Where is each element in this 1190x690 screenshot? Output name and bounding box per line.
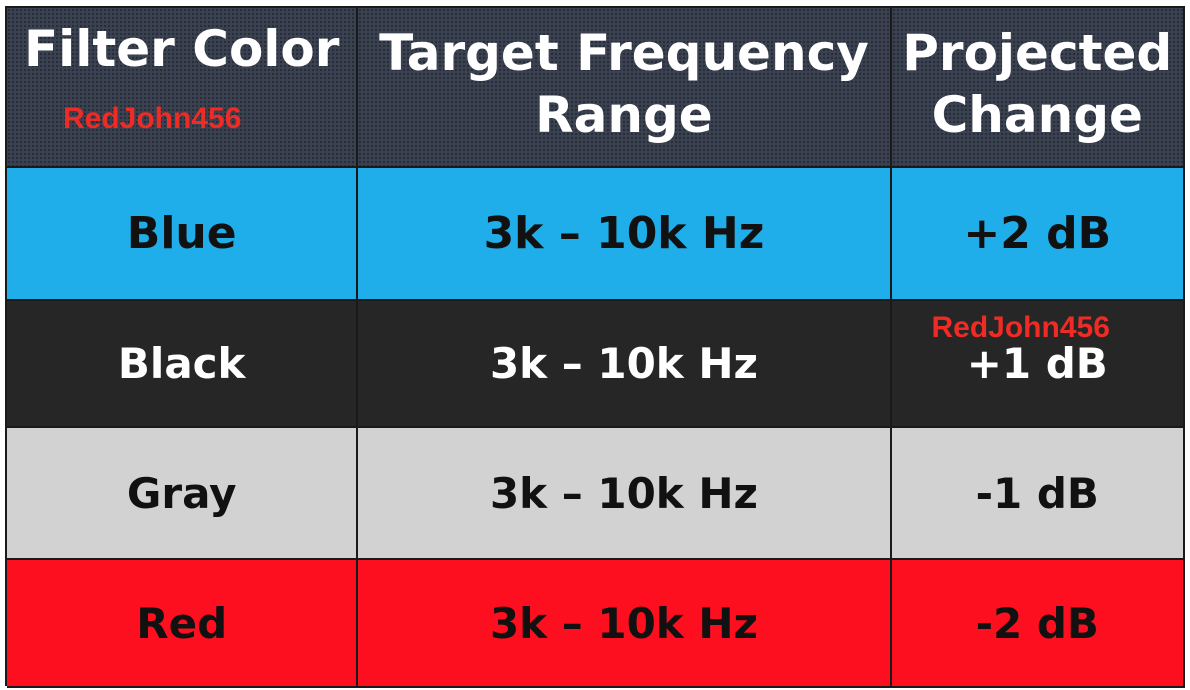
projected-change-cell: -1 dB bbox=[891, 428, 1185, 560]
header-projected-label: Projected bbox=[902, 23, 1173, 82]
table-row: Gray 3k – 10k Hz -1 dB bbox=[7, 428, 1185, 560]
watermark-text: RedJohn456 bbox=[63, 102, 242, 135]
header-range-label: Range bbox=[535, 86, 713, 144]
header-cell-filter-color: Filter Color RedJohn456 bbox=[7, 8, 359, 168]
projected-change-cell: +1 dB bbox=[966, 339, 1108, 388]
header-cell-target-frequency: Target Frequency Range bbox=[358, 8, 892, 168]
header-cell-projected-change: Projected Change bbox=[891, 8, 1185, 168]
frequency-range-cell: 3k – 10k Hz bbox=[358, 428, 892, 560]
frequency-range-cell: 3k – 10k Hz bbox=[358, 560, 892, 688]
watermark-text: RedJohn456 bbox=[931, 311, 1110, 344]
frequency-range-cell: 3k – 10k Hz bbox=[358, 168, 892, 301]
header-target-frequency-label: Target Frequency bbox=[379, 23, 869, 82]
table-row: Blue 3k – 10k Hz +2 dB bbox=[7, 168, 1185, 301]
table-header-row: Filter Color RedJohn456 Target Frequency… bbox=[7, 8, 1185, 168]
table-row: Black 3k – 10k Hz RedJohn456 +1 dB bbox=[7, 301, 1185, 428]
projected-change-cell-wrapper: RedJohn456 +1 dB bbox=[891, 301, 1185, 428]
frequency-range-cell: 3k – 10k Hz bbox=[358, 301, 892, 428]
filter-color-cell: Gray bbox=[7, 428, 359, 560]
filter-color-cell: Black bbox=[7, 301, 359, 428]
filter-table: Filter Color RedJohn456 Target Frequency… bbox=[5, 6, 1185, 688]
header-filter-color-label: Filter Color bbox=[23, 20, 340, 78]
projected-change-cell: +2 dB bbox=[891, 168, 1185, 301]
header-change-label: Change bbox=[931, 86, 1143, 144]
filter-color-cell: Red bbox=[7, 560, 359, 688]
table-row: Red 3k – 10k Hz -2 dB bbox=[7, 560, 1185, 688]
projected-change-cell: -2 dB bbox=[891, 560, 1185, 688]
filter-color-cell: Blue bbox=[7, 168, 359, 301]
